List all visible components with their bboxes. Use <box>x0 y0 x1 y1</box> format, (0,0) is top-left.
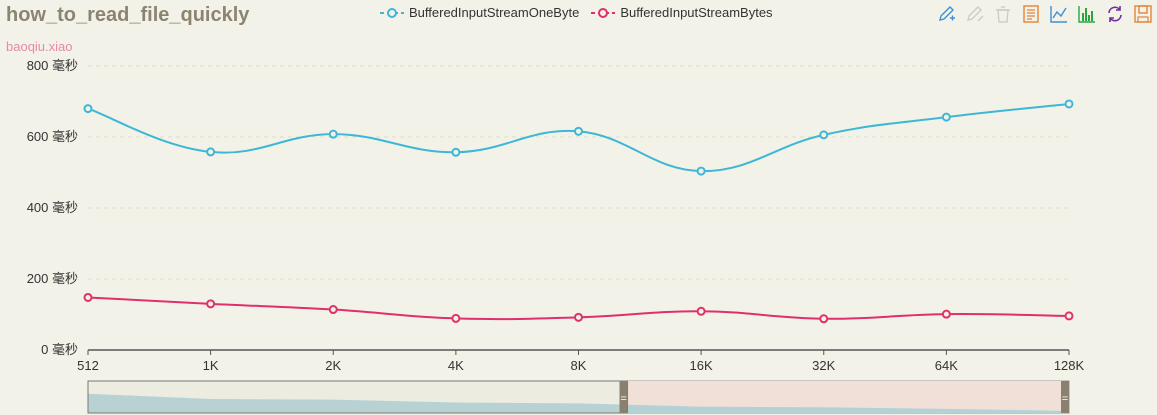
x-tick-label-5: 16K <box>690 358 713 373</box>
data-point-series-1-5[interactable] <box>696 166 706 176</box>
series-line-1 <box>87 102 1070 173</box>
legend-item-series-1[interactable]: BufferedInputStreamOneByte <box>380 5 579 20</box>
datazoom-handle-right-edge[interactable] <box>1061 381 1069 413</box>
data-point-series-2-7[interactable] <box>941 309 951 319</box>
data-point-series-1-8[interactable] <box>1064 99 1074 109</box>
data-point-series-2-3[interactable] <box>451 313 461 323</box>
data-point-series-2-0[interactable] <box>83 292 93 302</box>
data-point-series-1-0[interactable] <box>83 104 93 114</box>
x-tick-label-0: 512 <box>77 358 99 373</box>
bar-chart-icon[interactable] <box>1077 3 1097 25</box>
datazoom-handle-glyph-2: = <box>1062 393 1068 405</box>
chart-title: how_to_read_file_quickly <box>6 4 250 26</box>
y-tick-label-2: 400 毫秒 <box>27 200 78 215</box>
mark-icon[interactable] <box>937 3 957 25</box>
datazoom-preview-area <box>88 393 1069 413</box>
y-tick-label-0: 0 毫秒 <box>41 342 78 357</box>
line-chart-icon[interactable] <box>1049 3 1069 25</box>
mark-clear-icon[interactable] <box>993 3 1013 25</box>
data-point-series-2-4[interactable] <box>574 312 583 322</box>
data-point-series-1-6[interactable] <box>819 130 829 140</box>
x-tick-label-7: 64K <box>935 358 958 373</box>
data-point-series-1-1[interactable] <box>206 147 216 157</box>
save-image-icon[interactable] <box>1133 3 1153 25</box>
data-point-series-1-3[interactable] <box>451 147 461 157</box>
datazoom-selected-range[interactable] <box>87 380 629 414</box>
x-tick-label-3: 4K <box>448 358 464 373</box>
legend-marker-series-2 <box>591 7 616 18</box>
toolbox <box>937 3 1153 25</box>
legend-label-series-1: BufferedInputStreamOneByte <box>409 5 580 20</box>
restore-icon[interactable] <box>1105 3 1125 25</box>
x-tick-label-2: 2K <box>325 358 341 373</box>
data-point-series-2-2[interactable] <box>328 305 338 315</box>
chart-subtitle: baoqiu.xiao <box>6 39 73 54</box>
data-point-series-2-5[interactable] <box>696 306 706 316</box>
mark-undo-icon[interactable] <box>965 3 985 25</box>
y-tick-label-4: 800 毫秒 <box>27 58 78 73</box>
data-point-series-2-1[interactable] <box>206 299 216 309</box>
chart-legend: BufferedInputStreamOneByte BufferedInput… <box>380 5 773 20</box>
legend-label-series-2: BufferedInputStreamBytes <box>620 5 773 20</box>
data-point-series-1-7[interactable] <box>941 112 951 122</box>
y-tick-label-3: 600 毫秒 <box>27 129 78 144</box>
legend-marker-series-1 <box>380 7 404 18</box>
data-point-series-1-2[interactable] <box>328 129 338 139</box>
data-point-series-2-8[interactable] <box>1064 311 1074 321</box>
y-tick-label-1: 200 毫秒 <box>27 271 78 286</box>
data-point-series-2-6[interactable] <box>819 314 829 324</box>
x-tick-label-4: 8K <box>571 358 587 373</box>
datazoom-handle-end[interactable] <box>619 381 628 413</box>
datazoom-handle-glyph-1: = <box>620 393 626 405</box>
legend-item-series-2[interactable]: BufferedInputStreamBytes <box>591 5 773 20</box>
data-point-series-1-4[interactable] <box>574 126 583 136</box>
data-view-icon[interactable] <box>1021 3 1041 25</box>
x-tick-label-6: 32K <box>812 358 835 373</box>
x-tick-label-1: 1K <box>203 358 219 373</box>
x-tick-label-8: 128K <box>1054 358 1085 373</box>
